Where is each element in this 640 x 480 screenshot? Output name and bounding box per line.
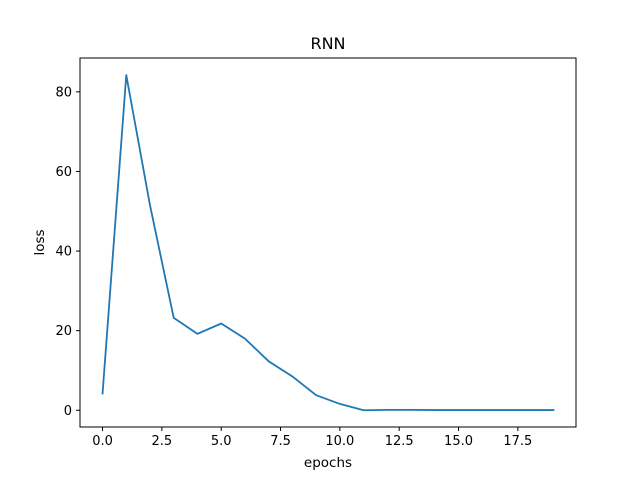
series-line (101, 74, 555, 412)
x-tick-label: 7.5 (270, 434, 291, 449)
x-tick-label: 2.5 (152, 434, 173, 449)
x-tick-label: 15.0 (444, 434, 473, 449)
x-axis-ticks: 0.0 2.5 5.0 7.5 10.0 12.5 15.0 17.5 (92, 427, 532, 449)
chart-title: RNN (310, 34, 345, 53)
y-tick-label: 0 (64, 404, 72, 419)
y-axis-ticks: 0 20 40 60 80 (55, 85, 80, 419)
y-tick-label: 40 (55, 245, 72, 260)
plot-area (80, 58, 576, 427)
y-axis-label: loss (32, 229, 48, 255)
y-tick-label: 80 (55, 85, 72, 100)
y-tick-label: 20 (55, 324, 72, 339)
series-layer (101, 74, 555, 412)
x-tick-label: 10.0 (325, 434, 354, 449)
y-tick-label: 60 (55, 165, 72, 180)
x-tick-label: 17.5 (503, 434, 532, 449)
plot-frame (79, 57, 577, 428)
x-tick-label: 5.0 (211, 434, 232, 449)
x-axis-label: epochs (304, 455, 352, 471)
x-tick-label: 0.0 (92, 434, 113, 449)
x-tick-label: 12.5 (385, 434, 414, 449)
